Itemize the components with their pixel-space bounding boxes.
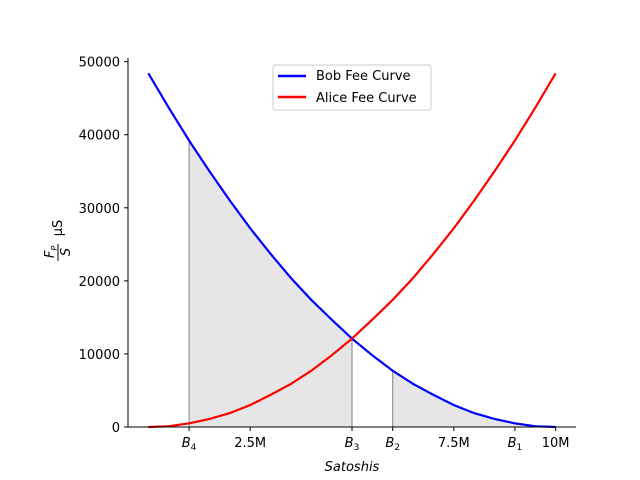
- x-tick-label-2: B3: [345, 436, 360, 453]
- y-tick-label-3: 30000: [79, 202, 120, 217]
- y-label-fraction-denominator: S: [59, 248, 74, 256]
- shaded-region-0: [189, 140, 352, 427]
- y-ticks: 0 10000 20000 30000 40000 50000: [79, 56, 128, 436]
- shaded-regions: [189, 140, 556, 427]
- legend-label-bob: Bob Fee Curve: [316, 69, 411, 84]
- x-tick-label-1: 2.5M: [234, 436, 266, 451]
- x-ticks: B4 2.5M B3 B2 7.5M B1 10M: [182, 427, 570, 453]
- x-tick-label-6: 10M: [542, 436, 570, 451]
- legend: Bob Fee Curve Alice Fee Curve: [272, 64, 432, 111]
- y-tick-label-1: 10000: [79, 348, 120, 363]
- y-tick-label-2: 20000: [79, 275, 120, 290]
- x-tick-label-0: B4: [182, 436, 197, 453]
- y-tick-label-5: 50000: [79, 56, 120, 71]
- legend-label-alice: Alice Fee Curve: [316, 91, 417, 106]
- x-tick-label-4: 7.5M: [438, 436, 470, 451]
- y-label-numerator-subscript: P: [50, 246, 59, 251]
- shaded-region-1: [392, 370, 556, 427]
- x-axis-label: Satoshis: [325, 460, 380, 475]
- x-tick-label-5: B1: [508, 436, 523, 453]
- range-boundary-lines: [188, 140, 394, 427]
- y-tick-label-0: 0: [112, 421, 120, 436]
- y-label-fraction-numerator: FP: [43, 246, 59, 258]
- y-tick-label-4: 40000: [79, 129, 120, 144]
- y-axis-label: FP S μS: [43, 220, 74, 261]
- series-line-alice: [148, 72, 557, 429]
- y-label-numerator-text: F: [43, 250, 58, 258]
- series-lines: [147, 72, 557, 429]
- x-tick-label-3: B2: [385, 436, 400, 453]
- y-label-unit: μS: [51, 220, 66, 237]
- legend-frame: [272, 64, 432, 111]
